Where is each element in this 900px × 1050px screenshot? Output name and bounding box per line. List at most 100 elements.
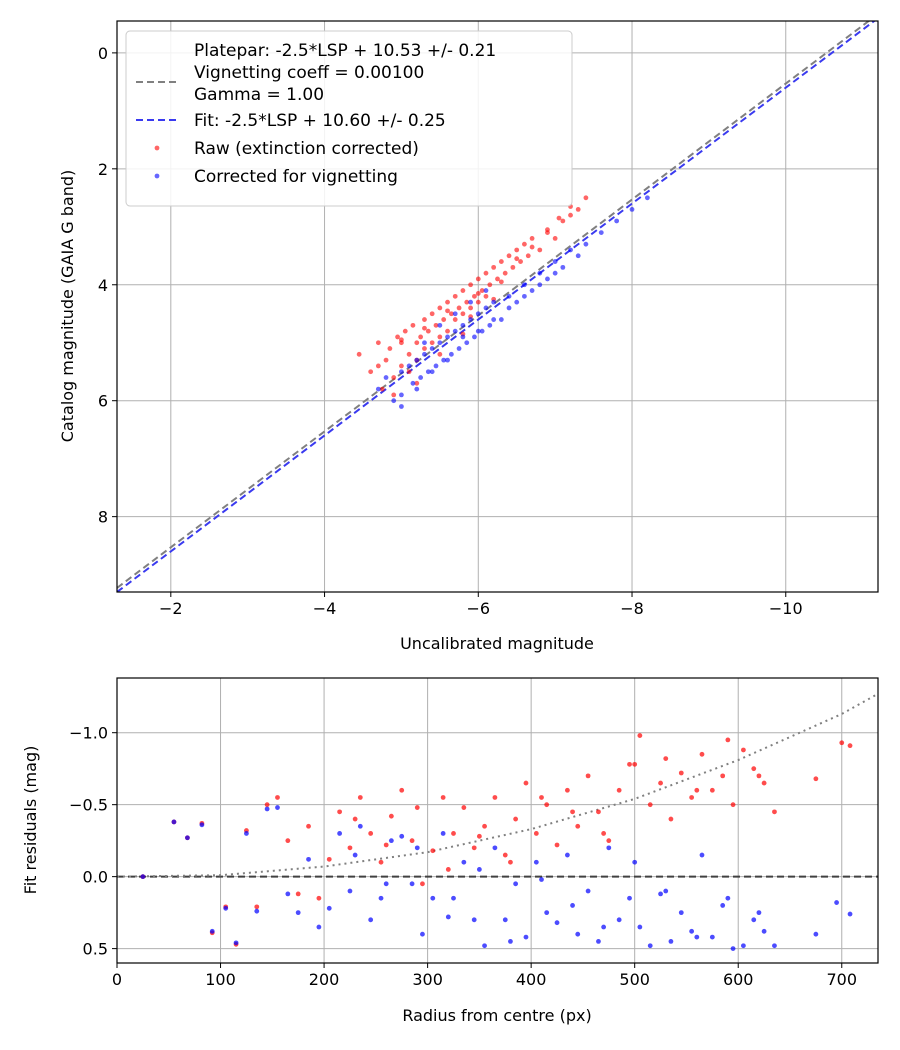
data-point-corrected bbox=[383, 881, 389, 887]
data-point-raw bbox=[510, 264, 516, 270]
data-point-raw bbox=[445, 299, 450, 305]
data-point-raw bbox=[468, 282, 473, 288]
data-point-raw bbox=[460, 288, 466, 293]
data-point-raw bbox=[491, 264, 497, 270]
data-point-corrected bbox=[668, 939, 674, 944]
data-point-corrected bbox=[847, 911, 853, 917]
data-point-raw bbox=[568, 212, 573, 218]
data-point-corrected bbox=[523, 934, 529, 940]
data-point-corrected bbox=[337, 831, 343, 836]
data-point-raw bbox=[464, 299, 470, 305]
data-point-raw bbox=[839, 740, 845, 746]
data-point-corrected bbox=[461, 859, 467, 865]
data-point-raw bbox=[378, 859, 384, 865]
data-point-corrected bbox=[418, 375, 424, 380]
data-point-corrected bbox=[425, 369, 431, 375]
data-point-raw bbox=[720, 773, 726, 779]
data-point-raw bbox=[498, 279, 504, 285]
data-point-raw bbox=[406, 351, 412, 357]
data-point-raw bbox=[391, 375, 397, 380]
data-point-raw bbox=[437, 351, 443, 357]
data-point-corrected bbox=[596, 939, 601, 944]
data-point-corrected bbox=[689, 928, 695, 934]
data-point-corrected bbox=[601, 924, 607, 930]
data-point-corrected bbox=[647, 943, 653, 949]
top-y-axis-label: Catalog magnitude (GAIA G band) bbox=[58, 170, 77, 442]
data-point-raw bbox=[445, 328, 450, 334]
data-point-raw bbox=[606, 838, 612, 844]
data-point-corrected bbox=[756, 910, 762, 916]
data-point-raw bbox=[583, 195, 589, 201]
data-point-raw bbox=[658, 780, 663, 786]
data-point-corrected bbox=[448, 351, 454, 357]
data-point-corrected bbox=[564, 852, 570, 858]
data-point-corrected bbox=[472, 334, 477, 340]
data-point-raw bbox=[402, 328, 408, 334]
bottom-reference-lines bbox=[117, 692, 878, 878]
data-point-raw bbox=[475, 276, 481, 282]
data-point-corrected bbox=[629, 207, 635, 212]
data-point-corrected bbox=[445, 334, 450, 340]
data-point-raw bbox=[422, 346, 427, 351]
data-point-corrected bbox=[614, 218, 620, 224]
line-0 bbox=[117, 21, 871, 589]
data-point-corrected bbox=[375, 386, 381, 392]
data-point-corrected bbox=[570, 903, 575, 908]
data-point-raw bbox=[699, 751, 705, 757]
data-point-corrected bbox=[464, 340, 470, 346]
data-point-corrected bbox=[522, 282, 527, 288]
data-point-raw bbox=[492, 795, 498, 800]
legend-label: Gamma = 1.00 bbox=[194, 85, 324, 105]
data-point-corrected bbox=[637, 924, 643, 930]
data-point-raw bbox=[468, 305, 473, 311]
data-point-corrected bbox=[694, 934, 700, 940]
data-point-raw bbox=[725, 737, 731, 743]
data-point-raw bbox=[406, 369, 412, 375]
data-point-corrected bbox=[409, 881, 415, 887]
data-point-raw bbox=[422, 325, 427, 331]
data-point-corrected bbox=[545, 276, 550, 282]
y-tick-label: 0.0 bbox=[83, 868, 108, 887]
data-point-raw bbox=[476, 833, 482, 839]
data-point-raw bbox=[368, 369, 374, 375]
data-point-corrected bbox=[326, 905, 332, 911]
data-point-corrected bbox=[433, 363, 439, 369]
data-point-corrected bbox=[644, 195, 650, 201]
top-ticks: −2 −4 −6 −8 −10 0 2 4 6 8 bbox=[98, 44, 803, 618]
data-point-corrected bbox=[399, 833, 405, 839]
y-tick-label: −0.5 bbox=[69, 796, 108, 815]
data-point-corrected bbox=[772, 943, 777, 949]
data-point-corrected bbox=[468, 317, 473, 322]
data-point-corrected bbox=[357, 823, 363, 829]
data-point-corrected bbox=[834, 900, 839, 905]
data-point-raw bbox=[537, 247, 543, 253]
data-point-corrected bbox=[460, 334, 466, 340]
legend-label: Fit: -2.5*LSP + 10.60 +/- 0.25 bbox=[194, 111, 446, 131]
data-point-raw bbox=[379, 386, 385, 392]
data-point-corrected bbox=[233, 940, 239, 946]
x-tick-label: 100 bbox=[205, 970, 236, 989]
data-point-raw bbox=[741, 747, 746, 753]
data-point-raw bbox=[756, 773, 762, 779]
data-point-raw bbox=[460, 311, 466, 317]
data-point-raw bbox=[357, 795, 363, 800]
data-point-corrected bbox=[391, 398, 397, 404]
data-point-corrected bbox=[537, 270, 543, 276]
data-point-corrected bbox=[399, 369, 404, 375]
data-point-corrected bbox=[476, 867, 482, 872]
data-point-corrected bbox=[441, 357, 447, 363]
data-point-corrected bbox=[475, 311, 481, 317]
data-point-raw bbox=[437, 334, 443, 340]
data-point-raw bbox=[445, 308, 450, 314]
legend-label: Corrected for vignetting bbox=[194, 167, 398, 187]
data-point-corrected bbox=[185, 835, 190, 841]
data-point-corrected bbox=[420, 931, 425, 937]
data-point-raw bbox=[637, 733, 643, 738]
data-point-corrected bbox=[456, 346, 462, 351]
data-point-corrected bbox=[539, 877, 544, 882]
data-point-raw bbox=[627, 761, 632, 767]
y-tick-label: 8 bbox=[98, 508, 108, 527]
data-point-raw bbox=[264, 802, 270, 808]
data-point-corrected bbox=[699, 852, 705, 858]
data-point-raw bbox=[472, 293, 477, 299]
